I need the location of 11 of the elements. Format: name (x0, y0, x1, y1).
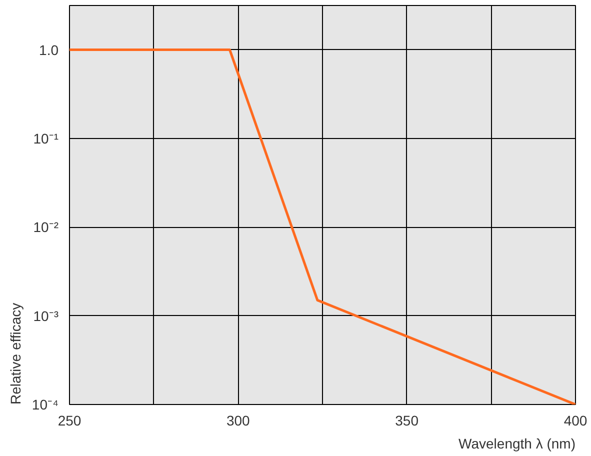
x-tick-label: 350 (395, 412, 419, 428)
x-axis-title: Wavelength λ (nm) (458, 436, 576, 452)
y-tick-label: 10⁻⁴ (32, 396, 59, 412)
x-tick-label: 250 (58, 412, 82, 428)
y-tick-label: 10⁻¹ (33, 130, 59, 146)
y-tick-label: 10⁻³ (33, 308, 59, 324)
x-tick-label: 400 (564, 412, 588, 428)
y-tick-label: 10⁻² (33, 219, 59, 236)
x-tick-label: 300 (226, 412, 250, 428)
y-tick-label: 1.0 (39, 42, 59, 58)
y-axis-title: Relative efficacy (8, 302, 24, 404)
